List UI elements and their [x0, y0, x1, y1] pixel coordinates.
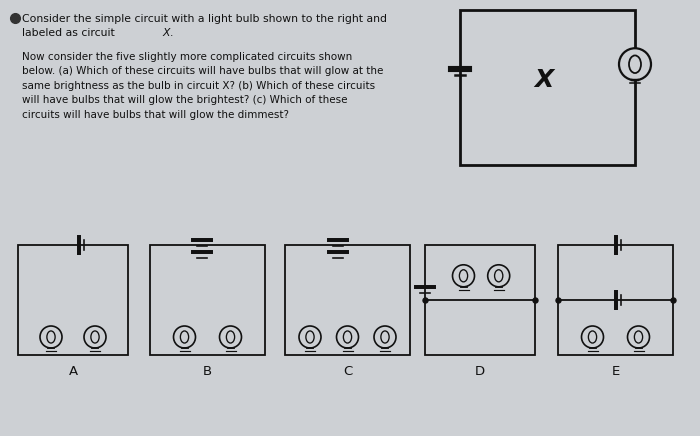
Bar	[425, 245, 535, 355]
Bar	[558, 245, 673, 355]
Circle shape	[337, 326, 358, 348]
Text: Consider the simple circuit with a light bulb shown to the right and: Consider the simple circuit with a light…	[22, 14, 387, 24]
Text: E: E	[611, 365, 620, 378]
Text: C: C	[343, 365, 352, 378]
Text: X: X	[162, 28, 169, 38]
Bar	[460, 10, 635, 165]
Circle shape	[452, 265, 475, 287]
Circle shape	[299, 326, 321, 348]
Bar	[150, 245, 265, 355]
Text: D: D	[475, 365, 485, 378]
Circle shape	[619, 48, 651, 80]
Circle shape	[220, 326, 242, 348]
Circle shape	[40, 326, 62, 348]
Circle shape	[582, 326, 603, 348]
Bar	[285, 245, 410, 355]
Text: X: X	[534, 68, 554, 92]
Text: Now consider the five slightly more complicated circuits shown
below. (a) Which : Now consider the five slightly more comp…	[22, 52, 384, 119]
Circle shape	[174, 326, 195, 348]
Circle shape	[84, 326, 106, 348]
Text: labeled as circuit: labeled as circuit	[22, 28, 118, 38]
Circle shape	[627, 326, 650, 348]
Circle shape	[374, 326, 396, 348]
Text: .: .	[170, 28, 174, 38]
Circle shape	[488, 265, 510, 287]
Text: A: A	[69, 365, 78, 378]
Bar	[18, 245, 128, 355]
Text: B: B	[203, 365, 212, 378]
